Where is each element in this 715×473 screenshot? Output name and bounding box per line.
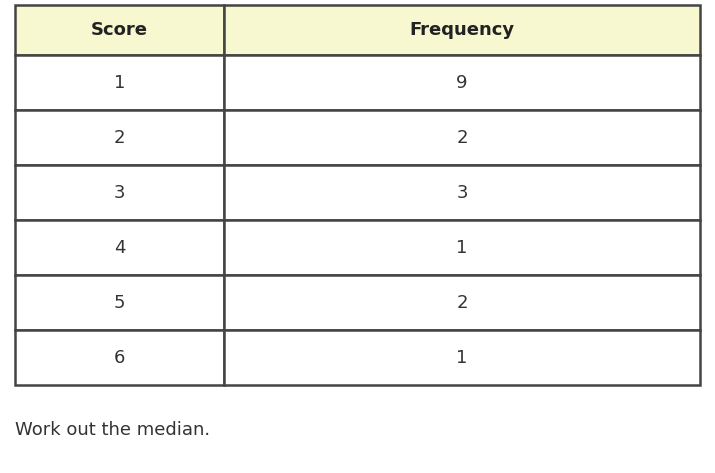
Text: 2: 2 bbox=[456, 129, 468, 147]
Bar bbox=[15, 220, 224, 275]
Bar bbox=[224, 110, 700, 165]
Text: 2: 2 bbox=[114, 129, 125, 147]
Text: 5: 5 bbox=[114, 294, 125, 312]
Text: Work out the median.: Work out the median. bbox=[15, 421, 210, 439]
Text: 1: 1 bbox=[114, 73, 125, 91]
Bar bbox=[224, 5, 700, 55]
Bar bbox=[224, 55, 700, 110]
Bar bbox=[15, 55, 224, 110]
Bar bbox=[15, 330, 224, 385]
Bar bbox=[224, 165, 700, 220]
Bar bbox=[15, 5, 224, 55]
Bar bbox=[224, 330, 700, 385]
Text: 2: 2 bbox=[456, 294, 468, 312]
Text: 6: 6 bbox=[114, 349, 125, 367]
Text: Score: Score bbox=[91, 21, 148, 39]
Text: 4: 4 bbox=[114, 238, 125, 256]
Bar bbox=[15, 275, 224, 330]
Text: Frequency: Frequency bbox=[410, 21, 515, 39]
Bar bbox=[15, 165, 224, 220]
Text: 9: 9 bbox=[456, 73, 468, 91]
Text: 1: 1 bbox=[456, 238, 468, 256]
Bar bbox=[224, 275, 700, 330]
Text: 1: 1 bbox=[456, 349, 468, 367]
Text: 3: 3 bbox=[456, 184, 468, 201]
Bar bbox=[224, 220, 700, 275]
Text: 3: 3 bbox=[114, 184, 125, 201]
Bar bbox=[15, 110, 224, 165]
